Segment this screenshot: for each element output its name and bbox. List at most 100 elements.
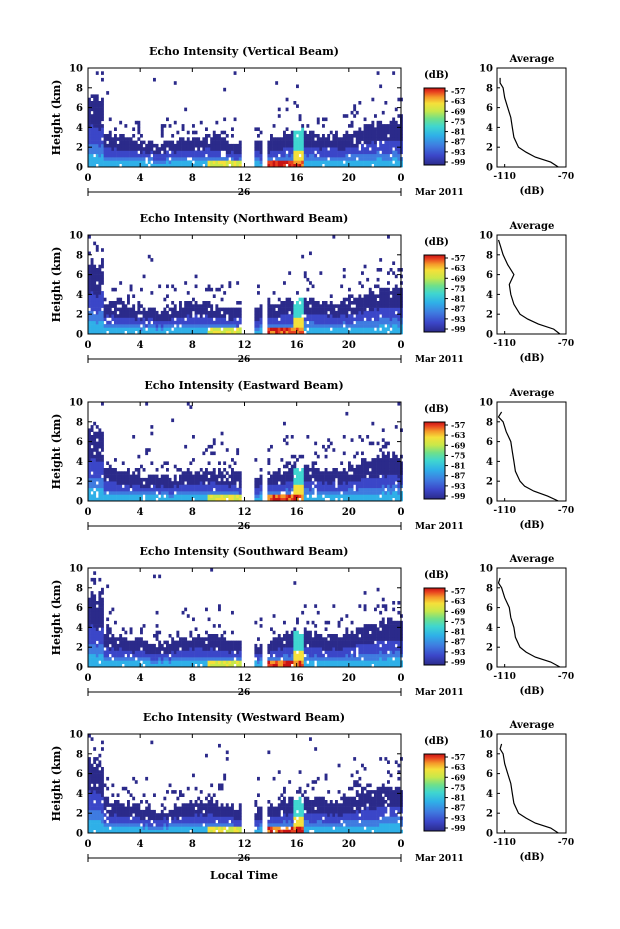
heatmap-cell	[345, 327, 349, 331]
heatmap-cell	[285, 304, 289, 308]
heatmap-cell	[202, 330, 206, 335]
heatmap-cell	[108, 140, 112, 145]
heatmap-cell	[335, 140, 338, 145]
heatmap-cell	[88, 268, 91, 272]
heatmap-cell	[153, 324, 156, 328]
heatmap-cell	[103, 163, 107, 168]
heatmap-cell	[329, 150, 333, 155]
heatmap-cell	[358, 310, 362, 315]
heatmap-cell	[368, 320, 372, 325]
heatmap-cell	[296, 620, 299, 625]
heatmap-cell	[103, 304, 107, 308]
heatmap-cell	[376, 643, 380, 648]
heatmap-cell	[181, 650, 185, 655]
heatmap-cell	[285, 660, 289, 664]
heatmap-cell	[108, 474, 112, 479]
heatmap-cell	[171, 301, 175, 305]
heatmap-cell	[215, 150, 219, 155]
heatmap-cell	[288, 653, 292, 658]
heatmap-cell	[327, 160, 331, 164]
heatmap-cell	[88, 251, 91, 256]
heatmap-cell	[225, 147, 229, 151]
heatmap-cell	[353, 468, 357, 472]
heatmap-cell	[215, 481, 219, 485]
heatmap-cell	[132, 487, 136, 492]
heatmap-cell	[121, 163, 125, 168]
heatmap-cell	[111, 143, 115, 148]
heatmap-cell	[95, 157, 99, 161]
heatmap-cell	[285, 474, 289, 479]
heatmap-cell	[207, 650, 211, 655]
heatmap-cell	[350, 487, 354, 492]
colorbar	[423, 254, 446, 333]
heatmap-cell	[218, 643, 221, 648]
heatmap-cell	[272, 640, 276, 645]
heatmap-cell	[332, 307, 336, 312]
heatmap-cell	[101, 153, 104, 158]
heatmap-cell	[335, 660, 338, 664]
heatmap-cell	[337, 137, 341, 141]
heatmap-cell	[374, 477, 377, 482]
heatmap-cell	[90, 650, 94, 655]
heatmap-cell	[371, 660, 375, 664]
heatmap-cell	[363, 137, 367, 141]
heatmap-cell	[205, 330, 208, 335]
heatmap-cell	[95, 474, 99, 479]
heatmap-cell	[397, 327, 401, 331]
heatmap-cell	[376, 163, 380, 168]
heatmap-cell	[127, 650, 130, 655]
heatmap-cell	[238, 491, 242, 495]
heatmap-cell	[134, 327, 138, 331]
heatmap-cell	[280, 160, 284, 164]
heatmap-cell	[95, 320, 99, 325]
heatmap-cell	[160, 320, 164, 325]
heatmap-cell	[316, 663, 320, 668]
heatmap-cell	[389, 160, 393, 164]
heatmap-cell	[184, 647, 188, 651]
heatmap-cell	[394, 294, 398, 298]
heatmap-cell	[127, 647, 130, 651]
heatmap-cell	[259, 320, 263, 325]
heatmap-cell	[223, 484, 227, 489]
heatmap-cell	[394, 307, 398, 312]
heatmap-cell	[374, 147, 377, 151]
heatmap-cell	[368, 464, 372, 469]
heatmap-cell	[95, 314, 99, 318]
heatmap-cell	[353, 130, 357, 135]
heatmap-cell	[116, 163, 120, 168]
heatmap-cell	[324, 327, 328, 331]
heatmap-cell	[233, 474, 237, 479]
heatmap-cell	[332, 604, 336, 608]
heatmap-cell	[194, 137, 198, 141]
heatmap-cell	[210, 314, 214, 318]
heatmap-cell	[363, 117, 367, 122]
heatmap-cell	[108, 660, 112, 664]
heatmap-cell	[179, 314, 182, 318]
heatmap-cell	[374, 487, 377, 492]
heatmap-cell	[147, 147, 151, 151]
heatmap-cell	[327, 647, 331, 651]
heatmap-cell	[171, 320, 175, 325]
heatmap-cell	[101, 461, 104, 465]
heatmap-cell	[374, 497, 377, 502]
heatmap-cell	[335, 663, 338, 668]
heatmap-cell	[142, 624, 146, 628]
heatmap-cell	[288, 663, 292, 668]
heatmap-cell	[155, 484, 159, 489]
average-profile-line	[497, 239, 561, 335]
heatmap-cell	[361, 301, 364, 305]
heatmap-cell	[98, 438, 102, 442]
heatmap-cell	[280, 330, 284, 335]
heatmap-cell	[186, 310, 190, 315]
heatmap-cell	[137, 491, 141, 495]
heatmap-cell	[309, 160, 312, 164]
heatmap-cell	[171, 330, 175, 335]
heatmap-cell	[127, 301, 130, 305]
heatmap-cell	[342, 497, 346, 502]
heatmap-cell	[322, 143, 325, 148]
heatmap-cell	[376, 320, 380, 325]
heatmap-cell	[142, 330, 146, 335]
heatmap-cell	[270, 494, 273, 498]
heatmap-cell	[93, 431, 97, 436]
heatmap-cell	[259, 474, 263, 479]
